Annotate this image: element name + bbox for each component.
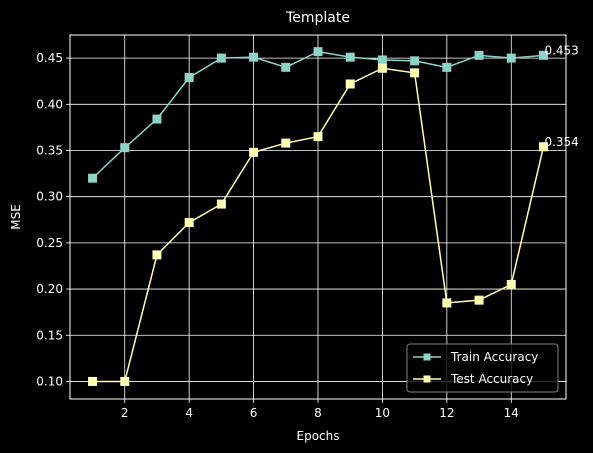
- y-tick-label: 0.30: [36, 190, 63, 204]
- y-tick-label: 0.20: [36, 282, 63, 296]
- y-axis-ticks: 0.10 0.15 0.20 0.25 0.30 0.35 0.40 0.45: [36, 51, 70, 388]
- data-point-test: [313, 132, 323, 142]
- y-tick-label: 0.15: [36, 328, 63, 342]
- legend-marker-train: [423, 353, 431, 361]
- legend-entry-train: Train Accuracy: [413, 350, 538, 364]
- data-point-train: [184, 72, 194, 82]
- x-tick-label: 6: [250, 406, 258, 420]
- x-tick-label: 8: [314, 406, 322, 420]
- data-point-test: [120, 376, 130, 386]
- data-point-train: [345, 52, 355, 62]
- data-point-test: [216, 199, 226, 209]
- data-point-test: [377, 63, 387, 73]
- data-point-train: [377, 55, 387, 65]
- data-point-test: [281, 138, 291, 148]
- data-point-train: [249, 52, 259, 62]
- data-point-test: [184, 218, 194, 228]
- end-value-label-train: 0.453: [544, 43, 578, 57]
- data-point-train: [410, 56, 420, 66]
- data-point-train: [281, 62, 291, 72]
- data-point-test: [249, 147, 259, 157]
- y-tick-label: 0.35: [36, 143, 63, 157]
- data-point-train: [88, 173, 98, 183]
- data-point-test: [88, 376, 98, 386]
- data-point-test: [345, 79, 355, 89]
- x-tick-label: 12: [439, 406, 454, 420]
- legend-entry-test: Test Accuracy: [413, 372, 533, 386]
- x-axis-label: Epochs: [297, 429, 340, 443]
- y-tick-label: 0.40: [36, 97, 63, 111]
- data-point-train: [152, 114, 162, 124]
- y-tick-label: 0.10: [36, 374, 63, 388]
- data-point-test: [442, 298, 452, 308]
- series-layer: 0.453 0.354: [88, 43, 579, 386]
- y-tick-label: 0.45: [36, 51, 63, 65]
- data-point-train: [538, 50, 548, 60]
- data-point-test: [152, 250, 162, 260]
- data-point-test: [506, 279, 516, 289]
- x-tick-label: 4: [185, 406, 193, 420]
- legend-box: [406, 343, 559, 393]
- legend: Train Accuracy Test Accuracy: [406, 343, 559, 393]
- grid: [70, 35, 566, 399]
- x-tick-label: 10: [375, 406, 390, 420]
- data-point-train: [313, 47, 323, 57]
- data-point-train: [474, 50, 484, 60]
- data-point-train: [216, 53, 226, 63]
- data-point-train: [120, 143, 130, 153]
- chart-title: Template: [285, 10, 350, 26]
- data-point-train: [506, 53, 516, 63]
- legend-label-test: Test Accuracy: [450, 372, 533, 386]
- y-axis-label: MSE: [9, 204, 23, 230]
- x-tick-label: 2: [121, 406, 129, 420]
- end-value-label-test: 0.354: [544, 135, 578, 149]
- legend-marker-test: [423, 375, 431, 383]
- data-point-test: [538, 142, 548, 152]
- y-tick-label: 0.25: [36, 236, 63, 250]
- x-tick-label: 14: [504, 406, 519, 420]
- data-point-test: [474, 295, 484, 305]
- plot-area-frame: [69, 34, 567, 400]
- data-point-test: [410, 68, 420, 78]
- data-point-train: [442, 62, 452, 72]
- legend-label-train: Train Accuracy: [450, 350, 538, 364]
- x-axis-ticks: 2 4 6 8 10 12 14: [121, 399, 519, 420]
